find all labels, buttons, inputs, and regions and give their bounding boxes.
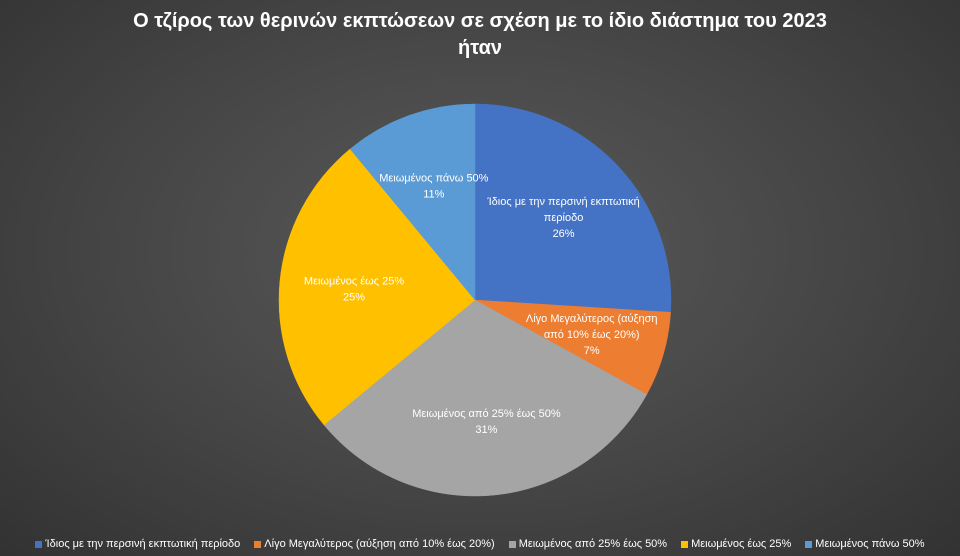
legend-swatch-4 [681, 540, 689, 548]
slice-value-label-2: 7% [584, 345, 600, 357]
slice-label-5: Μειωμένος πάνω 50% 11% [379, 173, 488, 201]
pie-slice-4 [278, 148, 476, 426]
slice-name-label-1: περίοδο [544, 212, 584, 224]
legend-swatch-2 [254, 540, 262, 548]
slice-value-label-4: 25% [343, 292, 365, 304]
chart-title-line-1: Ο τζίρος των θερινών εκπτώσεων σε σχέση … [133, 10, 827, 32]
slice-name-label-2: από 10% έως 20%) [544, 329, 640, 341]
legend-item-3: Μειωμένος από 25% έως 50% [508, 538, 668, 550]
slice-value-label-5: 11% [423, 189, 444, 201]
legend: Ίδιος με την περσινή εκπτωτική περίοδο Λί… [0, 538, 960, 550]
legend-label-5: Μειωμένος πάνω 50% [815, 538, 925, 550]
legend-swatch-3 [508, 540, 516, 548]
legend-item-1: Ίδιος με την περσινή εκπτωτική περίοδο [35, 538, 240, 550]
chart-title-line-2: ήταν [457, 37, 502, 59]
legend-item-2: Λίγο Μεγαλύτερος (αύξηση από 10% έως 20%… [254, 538, 495, 550]
pie-slice-1 [474, 103, 672, 313]
slice-name-label-4: Μειωμένος έως 25% [304, 276, 404, 288]
slice-label-4: Μειωμένος έως 25% 25% [304, 276, 404, 304]
slice-name-label-3: Μειωμένος από 25% έως 50% [412, 408, 561, 420]
pie-slice-3 [323, 299, 648, 497]
chart-title: Ο τζίρος των θερινών εκπτώσεων σε σχέση … [80, 8, 880, 62]
slice-name-label-1: Ίδιος με την περσινή εκπτωτική [486, 196, 639, 208]
slice-label-3: Μειωμένος από 25% έως 50% 31% [412, 408, 561, 436]
legend-item-4: Μειωμένος έως 25% [681, 538, 791, 550]
legend-label-4: Μειωμένος έως 25% [691, 538, 792, 550]
legend-item-5: Μειωμένος πάνω 50% [805, 538, 925, 550]
legend-label-1: Ίδιος με την περσινή εκπτωτική περίοδο [45, 538, 241, 550]
slice-value-label-3: 31% [475, 424, 497, 436]
slice-name-label-5: Μειωμένος πάνω 50% [379, 173, 488, 185]
legend-label-2: Λίγο Μεγαλύτερος (αύξηση από 10% έως 20%… [264, 538, 495, 550]
legend-swatch-5 [805, 540, 813, 548]
slice-name-label-2: Λίγο Μεγαλύτερος (αύξηση [526, 313, 658, 325]
pie-slice-5 [349, 103, 476, 301]
slice-label-1: Ίδιος με την περσινή εκπτωτική περίοδο 26% [486, 196, 639, 240]
slice-value-label-1: 26% [553, 228, 575, 240]
legend-swatch-1 [35, 540, 43, 548]
legend-label-3: Μειωμένος από 25% έως 50% [518, 538, 668, 550]
slice-label-2: Λίγο Μεγαλύτερος (αύξηση από 10% έως 20%)… [526, 313, 658, 357]
